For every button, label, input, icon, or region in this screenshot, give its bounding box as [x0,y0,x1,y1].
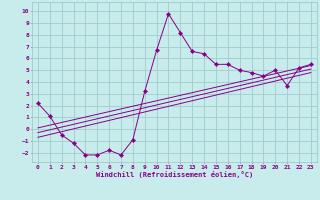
X-axis label: Windchill (Refroidissement éolien,°C): Windchill (Refroidissement éolien,°C) [96,171,253,178]
